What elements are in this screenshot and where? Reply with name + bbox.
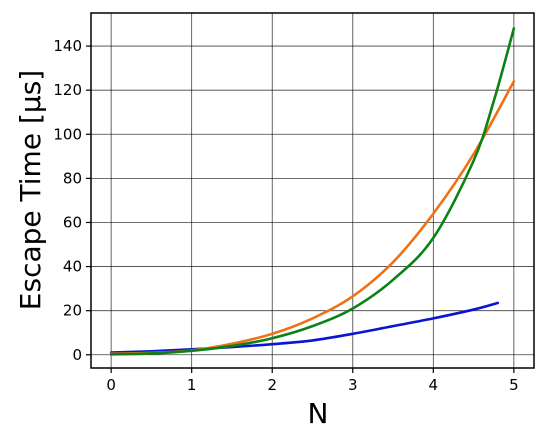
x-tick-label: 0 xyxy=(106,376,116,394)
y-tick-label: 120 xyxy=(53,81,82,99)
x-tick-label: 2 xyxy=(267,376,277,394)
y-tick-label: 100 xyxy=(53,125,82,143)
y-tick-label: 0 xyxy=(72,346,82,364)
y-tick-label: 140 xyxy=(53,37,82,55)
y-tick-label: 80 xyxy=(63,169,82,187)
x-axis-label: N xyxy=(308,397,329,430)
x-tick-label: 3 xyxy=(348,376,358,394)
axis-ticks xyxy=(86,45,515,373)
y-tick-label: 20 xyxy=(63,302,82,320)
x-tick-label: 1 xyxy=(187,376,197,394)
y-tick-label: 40 xyxy=(63,258,82,276)
y-tick-labels: 0 20 40 60 80 100 120 140 xyxy=(53,37,82,364)
plot-frame xyxy=(90,12,535,369)
y-tick-label: 60 xyxy=(63,213,82,231)
x-tick-label: 4 xyxy=(429,376,439,394)
y-axis-label: Escape Time [μs] xyxy=(14,70,47,310)
series-line-green xyxy=(109,27,516,356)
x-tick-label: 5 xyxy=(509,376,519,394)
series-lines xyxy=(109,27,516,356)
grid-lines xyxy=(91,13,534,368)
x-tick-labels: 0 1 2 3 4 5 xyxy=(106,376,518,394)
series-line-blue xyxy=(109,301,500,354)
